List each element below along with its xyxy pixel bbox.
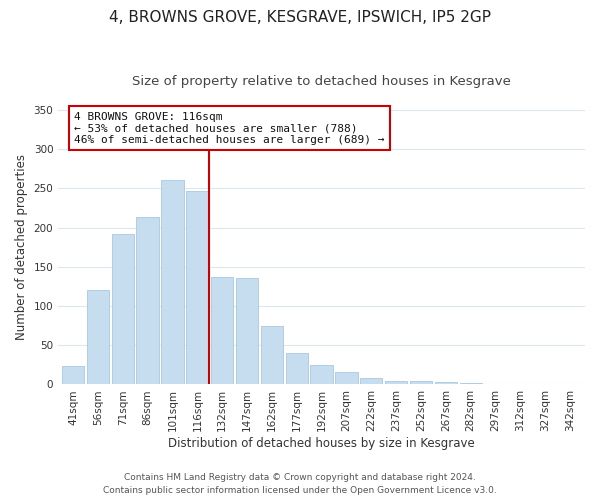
Bar [360, 378, 382, 384]
Bar [434, 382, 457, 384]
Bar [87, 290, 109, 384]
Bar [62, 366, 84, 384]
Bar [460, 383, 482, 384]
Y-axis label: Number of detached properties: Number of detached properties [15, 154, 28, 340]
Bar [260, 326, 283, 384]
Bar [286, 353, 308, 384]
Bar [161, 180, 184, 384]
Bar [211, 277, 233, 384]
Bar [385, 380, 407, 384]
Bar [410, 380, 432, 384]
Text: 4, BROWNS GROVE, KESGRAVE, IPSWICH, IP5 2GP: 4, BROWNS GROVE, KESGRAVE, IPSWICH, IP5 … [109, 10, 491, 25]
Bar [335, 372, 358, 384]
Title: Size of property relative to detached houses in Kesgrave: Size of property relative to detached ho… [132, 75, 511, 88]
X-axis label: Distribution of detached houses by size in Kesgrave: Distribution of detached houses by size … [168, 437, 475, 450]
Bar [236, 278, 258, 384]
Bar [186, 191, 209, 384]
Bar [136, 218, 159, 384]
Text: Contains HM Land Registry data © Crown copyright and database right 2024.
Contai: Contains HM Land Registry data © Crown c… [103, 474, 497, 495]
Bar [310, 365, 333, 384]
Bar [112, 234, 134, 384]
Text: 4 BROWNS GROVE: 116sqm
← 53% of detached houses are smaller (788)
46% of semi-de: 4 BROWNS GROVE: 116sqm ← 53% of detached… [74, 112, 385, 145]
